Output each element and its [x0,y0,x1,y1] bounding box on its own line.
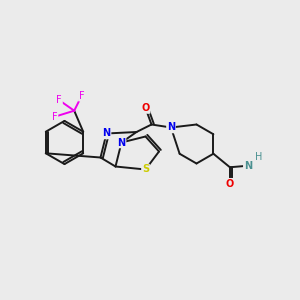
Text: N: N [117,137,126,148]
Text: O: O [226,179,234,189]
Text: N: N [102,128,111,139]
Text: H: H [255,152,262,162]
Text: F: F [56,95,62,105]
Text: F: F [79,91,85,101]
Text: F: F [52,112,58,122]
Text: S: S [142,164,149,175]
Text: O: O [141,103,150,113]
Text: N: N [244,161,252,171]
Text: N: N [167,122,175,133]
